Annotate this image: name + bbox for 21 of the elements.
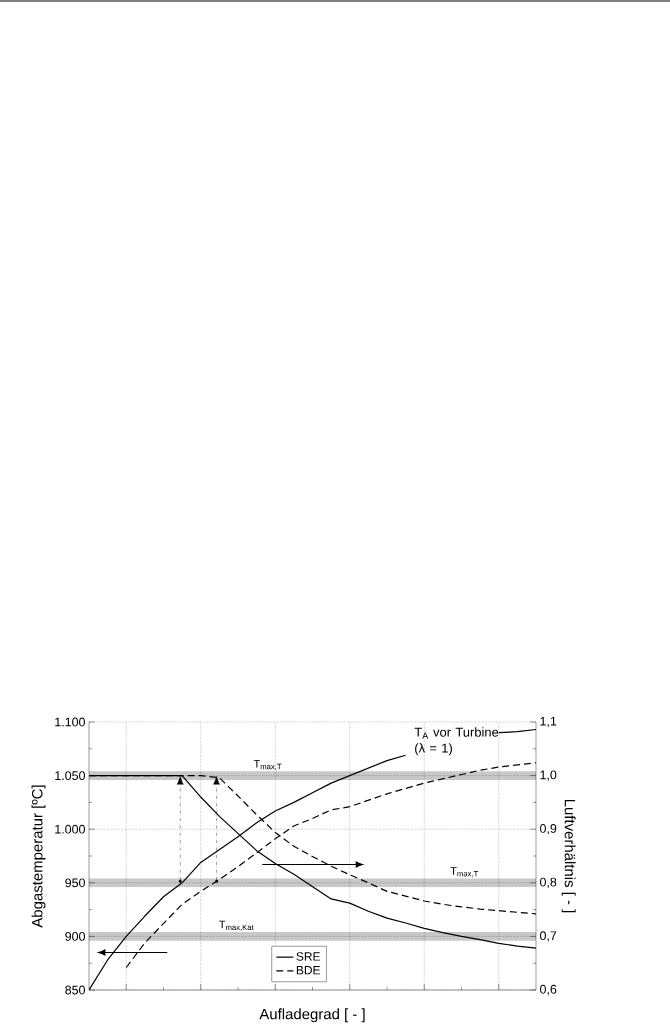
band-label: T$_{max,T}$	[450, 867, 479, 878]
annotation: T$_{A}$ vor Turbine (λ = 1)	[414, 727, 499, 756]
x-axis-title: Aufladegrad [ - ]	[259, 1008, 365, 1023]
y-tick-label: 900	[65, 932, 85, 941]
y-tick-label: 1.050	[55, 771, 85, 781]
y2-axis-title: Luftverhältnis [ - ]	[561, 799, 576, 913]
y2-tick-label: 0,9	[540, 824, 557, 835]
band-label: T$_{max,T}$	[253, 759, 282, 771]
y-tick-label: 1.100	[55, 717, 85, 727]
band-label: T$_{max,Kat}$	[219, 920, 254, 931]
legend-label: SRE	[296, 952, 320, 961]
y-axis-title: Abgastemperatur [ºC]	[31, 785, 46, 928]
y-tick-label: 850	[65, 985, 85, 995]
y-tick-label: 950	[65, 878, 85, 888]
y-tick-label: 1.000	[55, 824, 85, 834]
y2-tick-label: 1,0	[540, 770, 557, 781]
y2-tick-label: 0,8	[540, 877, 557, 888]
y2-tick-label: 1,1	[540, 716, 557, 728]
legend-label: BDE	[296, 966, 320, 975]
y2-tick-label: 0,7	[540, 931, 557, 942]
y2-tick-label: 0,6	[540, 984, 557, 996]
